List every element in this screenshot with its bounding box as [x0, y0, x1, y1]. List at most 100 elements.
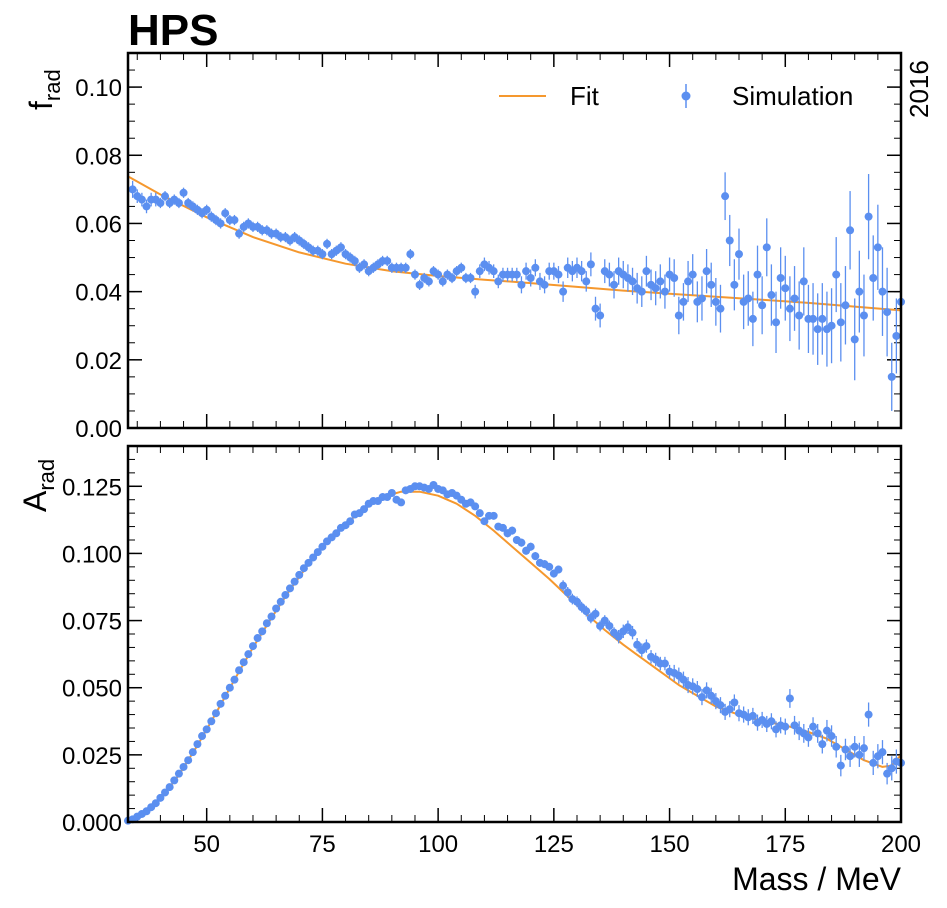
top-data-point	[809, 314, 818, 323]
top-ytick-label: 0.08	[75, 143, 122, 170]
bottom-data-point	[559, 581, 568, 590]
bottom-data-point	[332, 529, 341, 538]
bottom-ylabel: Arad	[17, 459, 59, 512]
top-data-point	[142, 202, 151, 211]
bottom-data-point	[869, 758, 878, 767]
bottom-data-point	[202, 725, 211, 734]
bottom-data-point	[591, 609, 600, 618]
top-data-point	[684, 277, 693, 286]
bottom-data-point	[864, 710, 873, 719]
year-label: 2016	[904, 60, 934, 118]
top-data-point	[707, 280, 716, 289]
x-axis-title: Mass / MeV	[732, 861, 902, 897]
bottom-data-point	[883, 769, 892, 778]
top-data-point	[767, 291, 776, 300]
bottom-data-point	[693, 685, 702, 694]
bottom-data-point	[156, 793, 165, 802]
bottom-data-point	[679, 675, 688, 684]
top-data-point	[235, 229, 244, 238]
top-data-point	[174, 199, 183, 207]
bottom-ytick-label: 0.100	[62, 541, 122, 568]
top-ytick-label: 0.02	[75, 348, 122, 375]
bottom-data-point	[642, 642, 651, 651]
bottom-data-point	[225, 683, 234, 692]
legend-fit-label: Fit	[570, 81, 600, 111]
top-data-point	[850, 335, 859, 344]
top-ylabel: frad	[23, 69, 65, 110]
bottom-data-point	[596, 621, 605, 630]
top-data-point	[827, 321, 836, 330]
top-data-point	[744, 294, 753, 303]
bottom-data-point	[730, 698, 739, 707]
bottom-data-point	[716, 701, 725, 710]
bottom-data-point	[165, 783, 174, 792]
bottom-data-point	[360, 505, 369, 514]
top-data-point	[721, 192, 730, 201]
top-data-point	[471, 287, 480, 296]
top-data-point	[758, 301, 767, 310]
top-panel: frad 0.00 0.02 0.04 0.06 0.08 0.10 Fit Simula…	[23, 51, 905, 443]
top-ylabel-sub: rad	[40, 69, 65, 101]
top-ytick-label: 0.04	[75, 280, 122, 307]
bottom-data-point	[498, 523, 507, 532]
top-data-point	[582, 277, 591, 286]
bottom-data-point	[832, 742, 841, 751]
top-data-point	[836, 318, 845, 327]
top-data-point	[859, 311, 868, 320]
legend: Fit Simulation	[499, 81, 853, 111]
bottom-data-point	[253, 634, 262, 643]
bottom-data-point	[887, 764, 896, 773]
bottom-data-point	[489, 511, 498, 520]
bottom-data-point	[193, 740, 202, 749]
top-data-point	[734, 250, 743, 259]
bottom-data-point	[239, 658, 248, 667]
top-data-point	[656, 277, 665, 286]
bottom-data-point	[531, 552, 540, 561]
bottom-data-point	[572, 597, 581, 606]
bottom-data-point	[790, 721, 799, 730]
x-tick-label: 50	[193, 831, 220, 858]
bottom-data-point	[235, 666, 244, 675]
top-data-point	[230, 216, 239, 225]
top-data-point	[475, 267, 484, 276]
bottom-data-point	[184, 756, 193, 765]
bottom-data-point	[554, 565, 563, 574]
top-data-point	[873, 243, 882, 252]
bottom-data-point	[313, 548, 322, 557]
top-data-point	[554, 270, 563, 279]
top-data-point	[702, 267, 711, 276]
bottom-data-point	[276, 597, 285, 606]
bottom-data-point	[161, 788, 170, 797]
top-data-point	[216, 219, 225, 228]
top-data-point	[772, 318, 781, 327]
bottom-data-point	[850, 742, 859, 751]
bottom-data-point	[628, 628, 637, 637]
top-data-point	[179, 188, 188, 197]
top-data-point	[128, 185, 137, 194]
bottom-data-point	[809, 722, 818, 731]
legend-sim-label: Simulation	[732, 81, 853, 111]
top-data-point	[762, 243, 771, 252]
x-tick-label: 150	[650, 831, 690, 858]
top-data-point	[883, 308, 892, 317]
top-data-point	[318, 250, 327, 259]
top-data-point	[448, 274, 457, 282]
bottom-data-point	[804, 733, 813, 742]
top-data-point	[688, 270, 697, 279]
top-data-point	[637, 287, 646, 296]
bottom-data-point	[299, 564, 308, 573]
bottom-data-point	[563, 588, 572, 597]
top-data-point	[350, 256, 359, 265]
bottom-ytick-label: 0.125	[62, 474, 122, 501]
top-data-point	[610, 280, 619, 289]
bottom-data-point	[198, 732, 207, 741]
top-data-point	[137, 195, 146, 204]
bottom-data-point	[836, 761, 845, 770]
top-ylabel-main: f	[23, 101, 59, 110]
bottom-data-point	[846, 752, 855, 761]
top-data-point	[869, 274, 878, 282]
bottom-data-point	[475, 509, 484, 518]
bottom-ytick-label: 0.050	[62, 676, 122, 703]
top-data-point	[818, 314, 827, 323]
